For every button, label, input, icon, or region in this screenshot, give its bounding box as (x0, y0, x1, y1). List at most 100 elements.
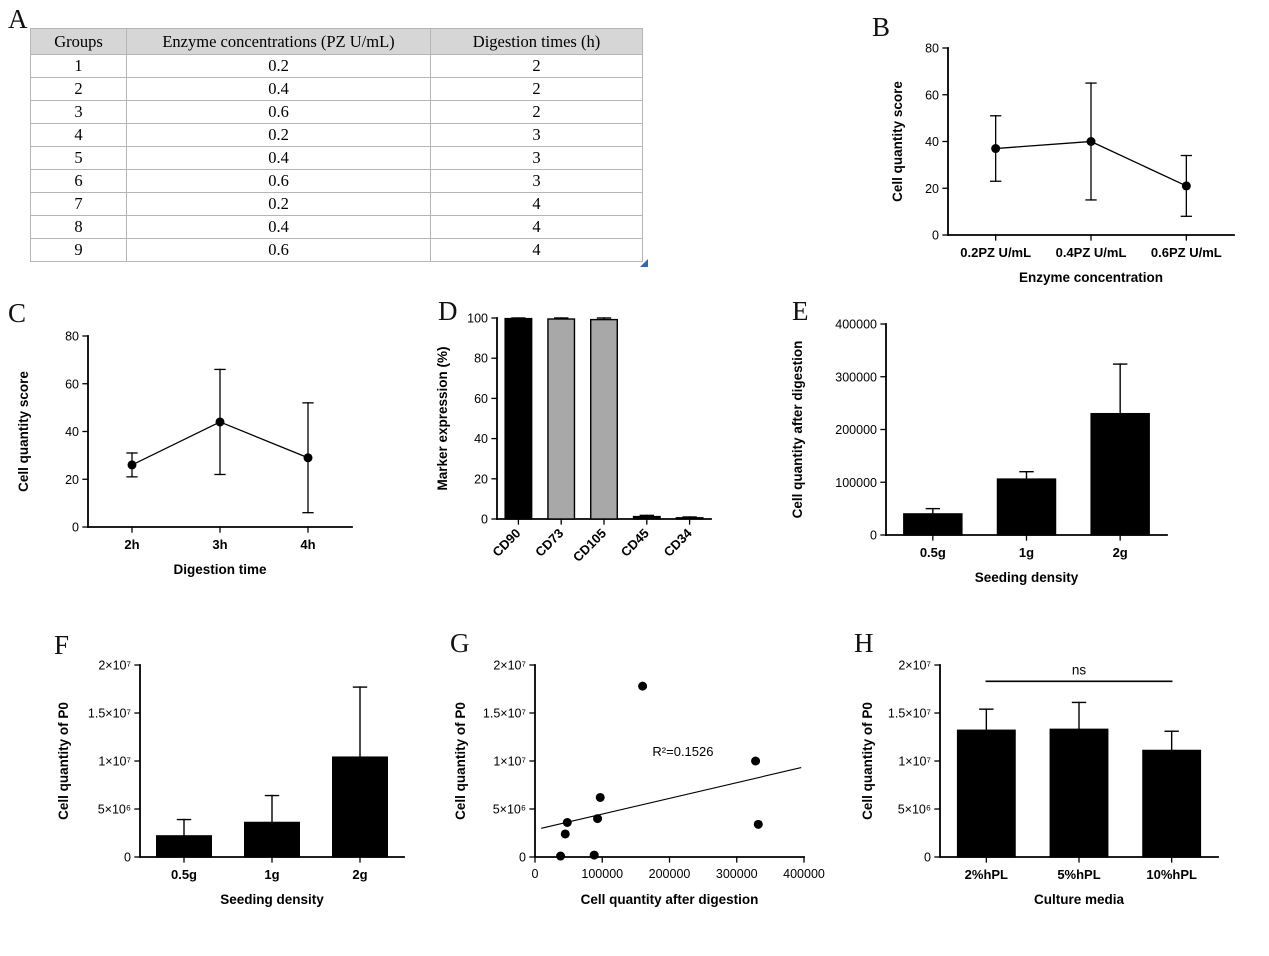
text-mark: 100 (467, 312, 488, 326)
groups-table-container: Groups Enzyme concentrations (PZ U/mL) Dig… (30, 28, 648, 267)
rect-mark (1090, 412, 1150, 536)
chart-B-svg: 0 20 40 60 80 Cell quantity score 0.2PZ U/mL 0.… (890, 42, 1235, 285)
text-mark: 0 (932, 229, 939, 243)
text-mark: 400000 (783, 867, 825, 881)
chart-D-svg: 0 20 40 60 80 100 Marker expression (%) CD90 CD7… (435, 312, 712, 565)
table-cell: 4 (430, 215, 643, 239)
rect-mark (1049, 728, 1109, 858)
rect-mark (244, 821, 300, 858)
chart-C-svg: 0 20 40 60 80 Cell quantity score 2h 3h 4h Digest… (16, 330, 353, 577)
circle-mark (589, 850, 599, 860)
text-mark: 200000 (835, 423, 877, 437)
panel-label-c: C (8, 298, 27, 328)
text-mark: Enzyme concentration (1019, 270, 1163, 285)
rect-mark (547, 318, 576, 520)
groups-table-body: 1 0.2 2 2 0.4 2 3 0.6 2 4 0.2 3 5 0.4 3 6 0.6 3 7 0.2 4 8 0.4 4… (30, 54, 643, 262)
table-cell: 2 (430, 77, 643, 101)
text-mark: 1.5×10⁷ (88, 707, 132, 721)
table-row: 1 0.2 2 (30, 54, 643, 78)
table-cell: 4 (430, 192, 643, 216)
text-mark: 20 (925, 182, 939, 196)
text-mark: 1g (264, 867, 279, 882)
panel-label-h: H (854, 628, 874, 658)
text-mark: 5×10⁶ (898, 803, 931, 817)
rect-mark (590, 318, 618, 520)
text-mark: 2×10⁷ (98, 659, 131, 673)
line-mark (541, 767, 802, 829)
table-cell: 2 (30, 77, 127, 101)
text-mark: Cell quantity of P0 (453, 702, 468, 820)
text-mark: 0 (519, 851, 526, 865)
table-cell: 5 (30, 146, 127, 170)
text-mark: 0.2PZ U/mL (960, 245, 1031, 260)
text-mark: 60 (925, 88, 939, 102)
rect-mark (996, 478, 1057, 536)
table-cell: 4 (430, 238, 643, 262)
text-mark: 80 (65, 330, 79, 344)
text-mark: 5×10⁶ (98, 803, 131, 817)
chart-G-svg: 0 5×10⁶ 1×10⁷ 1.5×10⁷ 2×10⁷ Cell quantity of … (453, 659, 825, 908)
text-mark: 20 (474, 472, 488, 486)
circle-mark (1181, 181, 1191, 191)
text-mark: Culture media (1034, 892, 1125, 907)
text-mark: 60 (65, 377, 79, 391)
text-mark: ns (1072, 662, 1087, 677)
table-cell: 0.2 (126, 123, 431, 147)
text-mark: 2g (352, 867, 367, 882)
table-row: 7 0.2 4 (30, 192, 643, 216)
rect-mark (632, 515, 661, 520)
table-cell: 0.2 (126, 192, 431, 216)
text-mark: 2%hPL (965, 867, 1008, 882)
rect-mark (903, 513, 963, 536)
table-header-row: Groups Enzyme concentrations (PZ U/mL) Dig… (30, 28, 643, 55)
text-mark: 0 (924, 851, 931, 865)
text-mark: Seeding density (975, 570, 1079, 585)
circle-mark (215, 417, 225, 427)
text-mark: CD73 (532, 526, 566, 560)
rect-mark (156, 835, 212, 858)
panel-label-b: B (872, 12, 891, 42)
panel-label-g: G (450, 628, 470, 658)
chart-E-svg: 0 100000 200000 300000 400000 Cell quantity a… (790, 318, 1168, 585)
chart-p0-by-seeding-density: 0 5×10⁶ 1×10⁷ 1.5×10⁷ 2×10⁷ Cell quantity of … (48, 635, 436, 947)
table-cell: 0.6 (126, 238, 431, 262)
table-cell: 0.6 (126, 169, 431, 193)
circle-mark (751, 756, 761, 766)
text-mark: 1×10⁷ (898, 755, 931, 769)
text-mark: Cell quantity score (16, 371, 31, 492)
chart-enzyme-concentration: 0 20 40 60 80 Cell quantity score 0.2PZ U/mL 0.… (868, 8, 1260, 303)
table-row: 6 0.6 3 (30, 169, 643, 193)
text-mark: 0.4PZ U/mL (1056, 245, 1127, 260)
text-mark: 40 (474, 432, 488, 446)
table-cell: 0.4 (126, 215, 431, 239)
text-mark: 1×10⁷ (493, 755, 526, 769)
text-mark: 0.5g (171, 867, 197, 882)
text-mark: 1×10⁷ (98, 755, 131, 769)
chart-marker-expression: 0 20 40 60 80 100 Marker expression (%) CD90 CD7… (435, 298, 753, 603)
line-mark (1090, 140, 1188, 187)
line-mark (131, 421, 221, 466)
circle-mark (1086, 137, 1096, 146)
table-cell: 8 (30, 215, 127, 239)
text-mark: 1.5×10⁷ (483, 707, 527, 721)
rect-mark (1142, 749, 1202, 858)
table-cell: 3 (430, 169, 643, 193)
text-mark: 0 (72, 521, 79, 535)
panel-label-f: F (54, 630, 70, 660)
text-mark: 0 (481, 513, 488, 527)
text-mark: 300000 (835, 370, 877, 384)
text-mark: 20 (65, 473, 79, 487)
text-mark: 0 (532, 867, 539, 881)
text-mark: Cell quantity after digestion (790, 341, 805, 519)
text-mark: 3h (212, 537, 227, 552)
table-cell: 0.2 (126, 54, 431, 78)
circle-mark (560, 829, 570, 839)
table-cell: 0.4 (126, 146, 431, 170)
circle-mark (303, 453, 313, 463)
chart-digestion-time: 0 20 40 60 80 Cell quantity score 2h 3h 4h Digest… (10, 302, 378, 607)
text-mark: 40 (65, 425, 79, 439)
chart-p0-vs-digestion-scatter: 0 5×10⁶ 1×10⁷ 1.5×10⁷ 2×10⁷ Cell quantity of … (445, 635, 830, 947)
table-cell: 1 (30, 54, 127, 78)
table-cell: 9 (30, 238, 127, 262)
